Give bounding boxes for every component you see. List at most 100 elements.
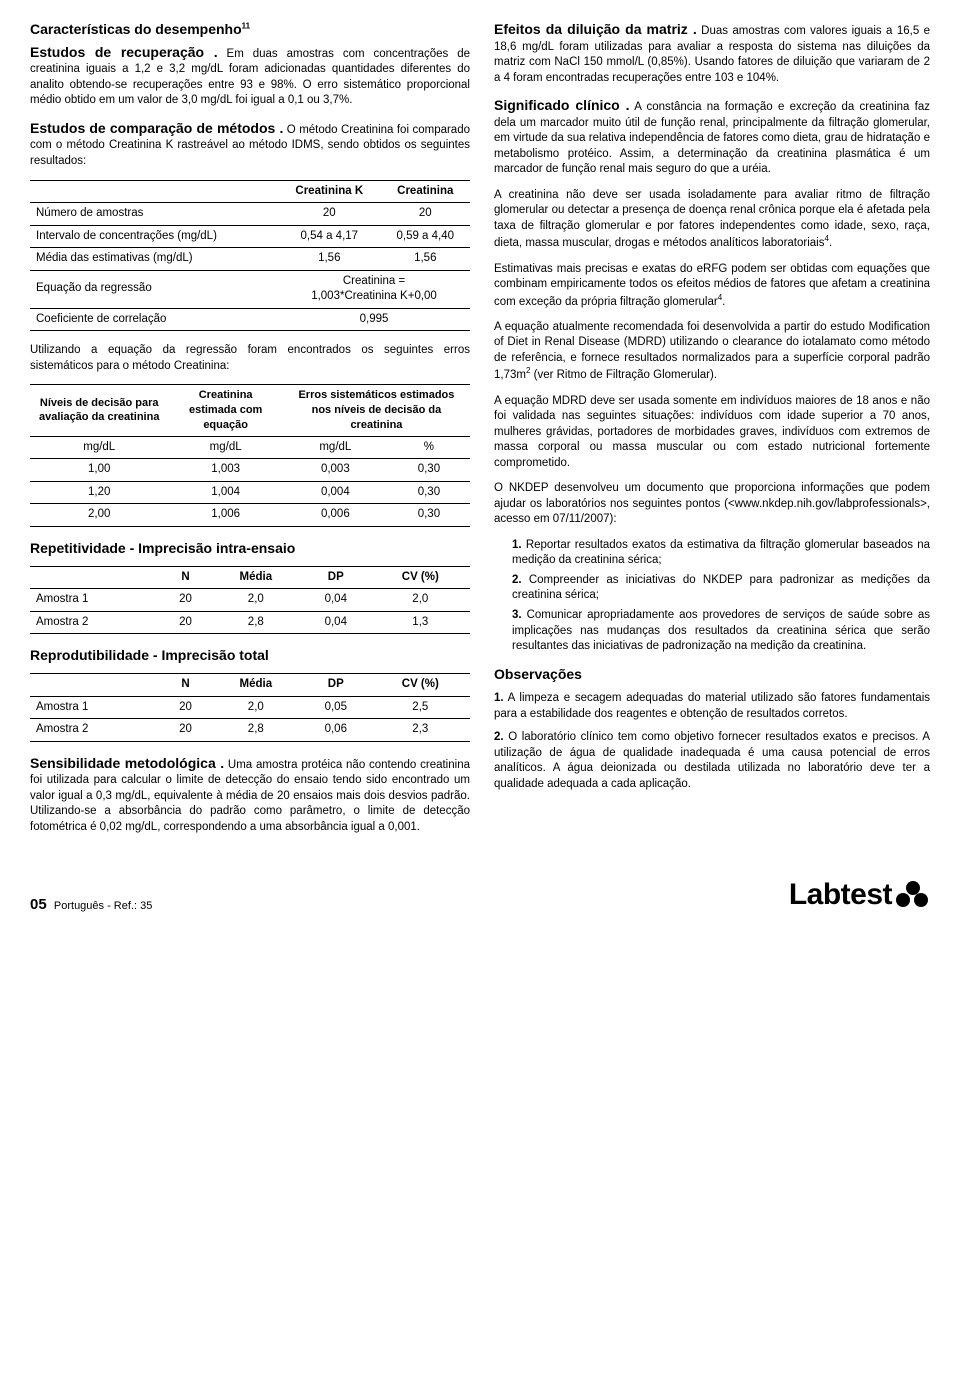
cell: 1,003 xyxy=(168,459,282,482)
table-row: Intervalo de concentrações (mg/dL) 0,54 … xyxy=(30,225,470,248)
unit: mg/dL xyxy=(168,436,282,459)
para-diluicao: Efeitos da diluição da matriz . Duas amo… xyxy=(494,20,930,86)
list-text: Comunicar apropriadamente aos provedores… xyxy=(512,609,930,652)
table-row: Amostra 2 20 2,8 0,06 2,3 xyxy=(30,719,470,742)
table-comparacao-metodos: Creatinina K Creatinina Número de amostr… xyxy=(30,180,470,332)
para-sigclin2: A creatinina não deve ser usada isoladam… xyxy=(494,188,930,252)
th-niveis: Níveis de decisão para avaliação da crea… xyxy=(30,385,168,437)
heading-rep-total: Reprodutibilidade - Imprecisão total xyxy=(30,646,470,665)
para-sensibilidade: Sensibilidade metodológica . Uma amostra… xyxy=(30,754,470,836)
page-number: 05 xyxy=(30,896,47,913)
para-mdrd2: A equação MDRD deve ser usada somente em… xyxy=(494,394,930,472)
th-media: Média xyxy=(211,566,301,589)
table-row: Amostra 1 20 2,0 0,04 2,0 xyxy=(30,589,470,612)
row-label: Amostra 1 xyxy=(30,589,160,612)
th-n: N xyxy=(160,566,210,589)
table-row: Coeficiente de correlação 0,995 xyxy=(30,308,470,331)
row-label: Amostra 2 xyxy=(30,611,160,634)
cell: 0,30 xyxy=(388,459,470,482)
table-row: Amostra 2 20 2,8 0,04 1,3 xyxy=(30,611,470,634)
cell: 1,56 xyxy=(381,248,470,271)
cell: 2,0 xyxy=(211,589,301,612)
table-imprecisao-total: N Média DP CV (%) Amostra 1 20 2,0 0,05 … xyxy=(30,673,470,742)
cell: 0,04 xyxy=(301,611,371,634)
table-row: 2,00 1,006 0,006 0,30 xyxy=(30,504,470,527)
text-sigclin2a: A creatinina não deve ser usada isoladam… xyxy=(494,189,930,249)
page-reference: Português - Ref.: 35 xyxy=(54,900,152,912)
cell-equacao: Creatinina = 1,003*Creatinina K+0,00 xyxy=(278,270,470,308)
cell: 20 xyxy=(160,696,210,719)
th-media: Média xyxy=(211,674,301,697)
right-column: Efeitos da diluição da matriz . Duas amo… xyxy=(494,20,930,845)
cell: 0,59 a 4,40 xyxy=(381,225,470,248)
cell: 2,0 xyxy=(371,589,470,612)
cell: 2,00 xyxy=(30,504,168,527)
para-regressao: Utilizando a equação da regressão foram … xyxy=(30,343,470,374)
unit: % xyxy=(388,436,470,459)
th-erros: Erros sistemáticos estimados nos níveis … xyxy=(283,385,470,437)
table-row: 1,00 1,003 0,003 0,30 xyxy=(30,459,470,482)
table-row: Média das estimativas (mg/dL) 1,56 1,56 xyxy=(30,248,470,271)
cell: 1,00 xyxy=(30,459,168,482)
table-row: Amostra 1 20 2,0 0,05 2,5 xyxy=(30,696,470,719)
list-item: 3. Comunicar apropriadamente aos provedo… xyxy=(512,608,930,655)
sup-11: 11 xyxy=(242,21,250,30)
cell: 20 xyxy=(381,203,470,226)
cell: 0,30 xyxy=(388,504,470,527)
th-dp: DP xyxy=(301,674,371,697)
th-dp: DP xyxy=(301,566,371,589)
text-sigclin2b: . xyxy=(829,237,832,249)
cell: 0,003 xyxy=(283,459,388,482)
para-sigclin: Significado clínico . A constância na fo… xyxy=(494,96,930,178)
heading-caracteristicas: Características do desempenho11 xyxy=(30,20,470,39)
heading-estudos-rec: Estudos de recuperação . xyxy=(30,44,218,60)
unit: mg/dL xyxy=(283,436,388,459)
th-creatinina-k: Creatinina K xyxy=(278,180,381,203)
table-row: Equação da regressão Creatinina = 1,003*… xyxy=(30,270,470,308)
cell: 0,006 xyxy=(283,504,388,527)
cell: 0,004 xyxy=(283,481,388,504)
logo-dots-icon xyxy=(896,881,930,909)
heading-rep-intra: Repetitividade - Imprecisão intra-ensaio xyxy=(30,539,470,558)
cell: 1,20 xyxy=(30,481,168,504)
cell: 0,05 xyxy=(301,696,371,719)
cell: 20 xyxy=(160,589,210,612)
row-label: Coeficiente de correlação xyxy=(30,308,278,331)
table-row: 1,20 1,004 0,004 0,30 xyxy=(30,481,470,504)
row-label: Número de amostras xyxy=(30,203,278,226)
cell: 0,995 xyxy=(278,308,470,331)
cell: 1,006 xyxy=(168,504,282,527)
table-erros-sistematicos: Níveis de decisão para avaliação da crea… xyxy=(30,384,470,527)
cell: 0,54 a 4,17 xyxy=(278,225,381,248)
page-footer: 05 Português - Ref.: 35 Labtest xyxy=(30,875,930,916)
list-text: Reportar resultados exatos da estimativa… xyxy=(512,539,930,567)
obs-num: 1. xyxy=(494,692,504,704)
obs-item-1: 1. A limpeza e secagem adequadas do mate… xyxy=(494,691,930,722)
th-n: N xyxy=(160,674,210,697)
cell: 2,5 xyxy=(371,696,470,719)
cell: 2,8 xyxy=(211,611,301,634)
cell: 1,3 xyxy=(371,611,470,634)
cell: 0,30 xyxy=(388,481,470,504)
th-creatinina: Creatinina xyxy=(381,180,470,203)
row-label: Intervalo de concentrações (mg/dL) xyxy=(30,225,278,248)
heading-observacoes: Observações xyxy=(494,665,930,684)
cell: 2,8 xyxy=(211,719,301,742)
cell: 2,0 xyxy=(211,696,301,719)
row-label: Amostra 2 xyxy=(30,719,160,742)
th-estimada: Creatinina estimada com equação xyxy=(168,385,282,437)
obs-item-2: 2. O laboratório clínico tem como objeti… xyxy=(494,730,930,792)
heading-sensibilidade: Sensibilidade metodológica . xyxy=(30,755,224,771)
heading-estudos-comp: Estudos de comparação de métodos . xyxy=(30,120,283,136)
text-mdrd-b: (ver Ritmo de Filtração Glomerular). xyxy=(530,369,717,381)
cell: 20 xyxy=(160,611,210,634)
heading-sigclin: Significado clínico . xyxy=(494,97,630,113)
cell: 0,06 xyxy=(301,719,371,742)
list-text: Compreender as iniciativas do NKDEP para… xyxy=(512,574,930,602)
row-label: Amostra 1 xyxy=(30,696,160,719)
list-num: 1. xyxy=(512,539,522,551)
row-label: Equação da regressão xyxy=(30,270,278,308)
cell: 0,04 xyxy=(301,589,371,612)
labtest-logo: Labtest xyxy=(789,875,930,916)
list-item: 1. Reportar resultados exatos da estimat… xyxy=(512,538,930,569)
